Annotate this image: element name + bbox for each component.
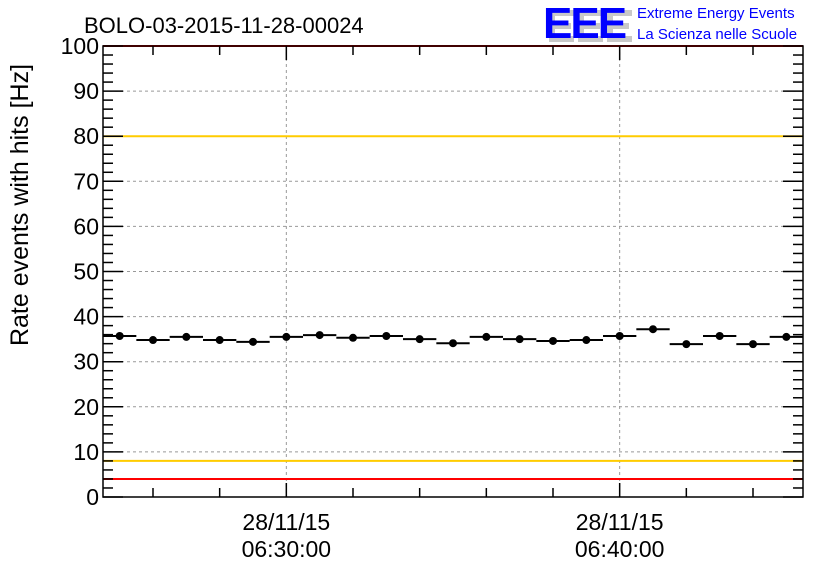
y-tick-label: 40: [73, 304, 99, 330]
logo-shadow-letter: [578, 10, 603, 42]
logo-line2: La Scienza nelle Scuole: [637, 26, 797, 43]
data-point: [315, 331, 324, 340]
y-tick-label: 10: [73, 439, 99, 465]
data-point: [282, 332, 291, 341]
data-point: [415, 335, 424, 344]
x-tick-time: 06:40:00: [575, 536, 665, 562]
data-point: [249, 337, 257, 346]
data-point: [115, 331, 124, 340]
logo-shadow-letter: [607, 10, 632, 42]
y-axis-label: Rate events with hits [Hz]: [6, 64, 34, 346]
data-point: [649, 325, 657, 334]
y-tick-labels: 0 10 20 30 40 50 60 70 80 90 100: [61, 33, 99, 510]
y-tick-label: 80: [73, 123, 99, 149]
y-tick-label: 70: [73, 168, 99, 194]
y-tick-label: 0: [86, 484, 99, 510]
axis-ticks: [103, 45, 803, 498]
x-tick-date: 28/11/15: [242, 509, 330, 535]
data-point: [682, 340, 691, 349]
data-point: [182, 332, 191, 341]
data-point: [582, 336, 591, 345]
data-point: [749, 340, 757, 349]
x-tick-time: 06:30:00: [242, 536, 332, 562]
y-tick-label: 60: [73, 213, 99, 239]
data-point: [215, 336, 224, 345]
y-tick-label: 100: [61, 33, 99, 59]
logo-shadow-letter: [549, 10, 574, 42]
y-tick-label: 30: [73, 349, 99, 375]
data-point: [782, 332, 791, 341]
data-point: [515, 335, 524, 344]
data-point: [482, 332, 491, 341]
logo-line1: Extreme Energy Events: [637, 5, 795, 22]
data-points: [103, 325, 803, 349]
data-point: [549, 336, 557, 345]
grid: [103, 46, 803, 497]
chart-title: BOLO-03-2015-11-28-00024: [84, 13, 364, 38]
logo-shadow-shape: [549, 10, 632, 42]
eee-logo: EEE Extreme Energy Events La Scienza nel…: [543, 0, 797, 48]
y-tick-label: 90: [73, 78, 99, 104]
data-point: [149, 336, 157, 345]
data-point: [382, 331, 391, 340]
data-point: [349, 333, 357, 342]
logo-letters: EEE: [543, 0, 626, 48]
data-point: [615, 331, 624, 340]
y-tick-label: 20: [73, 394, 99, 420]
x-tick-date: 28/11/15: [576, 509, 664, 535]
y-tick-label: 50: [73, 259, 99, 285]
data-point: [715, 331, 724, 340]
reference-lines: [103, 45, 803, 480]
data-point: [449, 339, 457, 348]
